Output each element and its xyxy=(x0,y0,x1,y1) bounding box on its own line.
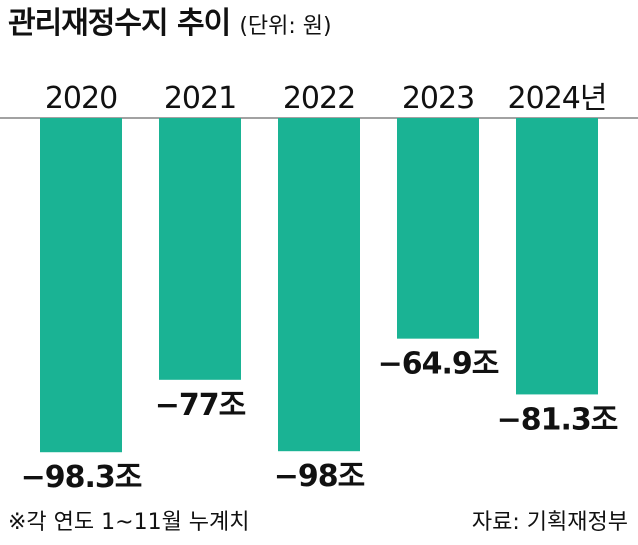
bar-2021 xyxy=(159,118,241,380)
value-label-2020: −98.3조 xyxy=(21,460,142,495)
bar-2023 xyxy=(397,118,479,339)
tick-label-2023: 2023 xyxy=(402,81,474,116)
tick-label-2024년: 2024년 xyxy=(508,81,607,116)
chart-title: 관리재정수지 추이 xyxy=(8,6,231,41)
value-label-2024년: −81.3조 xyxy=(497,402,618,437)
tick-label-2021: 2021 xyxy=(164,81,236,116)
value-label-2021: −77조 xyxy=(155,388,246,423)
tick-label-2020: 2020 xyxy=(45,81,117,116)
bar-2022 xyxy=(278,118,360,452)
tick-label-2022: 2022 xyxy=(283,81,355,116)
bar-2020 xyxy=(40,118,122,453)
source-note: 자료: 기획재정부 xyxy=(471,510,628,535)
footnote: ※각 연도 1~11월 누계치 xyxy=(8,510,250,535)
title-row: 관리재정수지 추이 (단위: 원) xyxy=(8,4,332,44)
bar-2024년 xyxy=(516,118,598,395)
value-label-2023: −64.9조 xyxy=(378,347,499,382)
unit-label: (단위: 원) xyxy=(239,14,332,39)
value-label-2022: −98조 xyxy=(274,459,365,494)
